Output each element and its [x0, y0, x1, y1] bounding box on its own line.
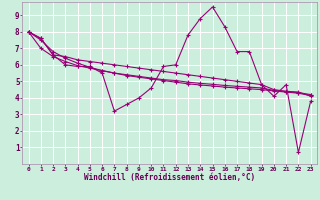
X-axis label: Windchill (Refroidissement éolien,°C): Windchill (Refroidissement éolien,°C): [84, 173, 255, 182]
